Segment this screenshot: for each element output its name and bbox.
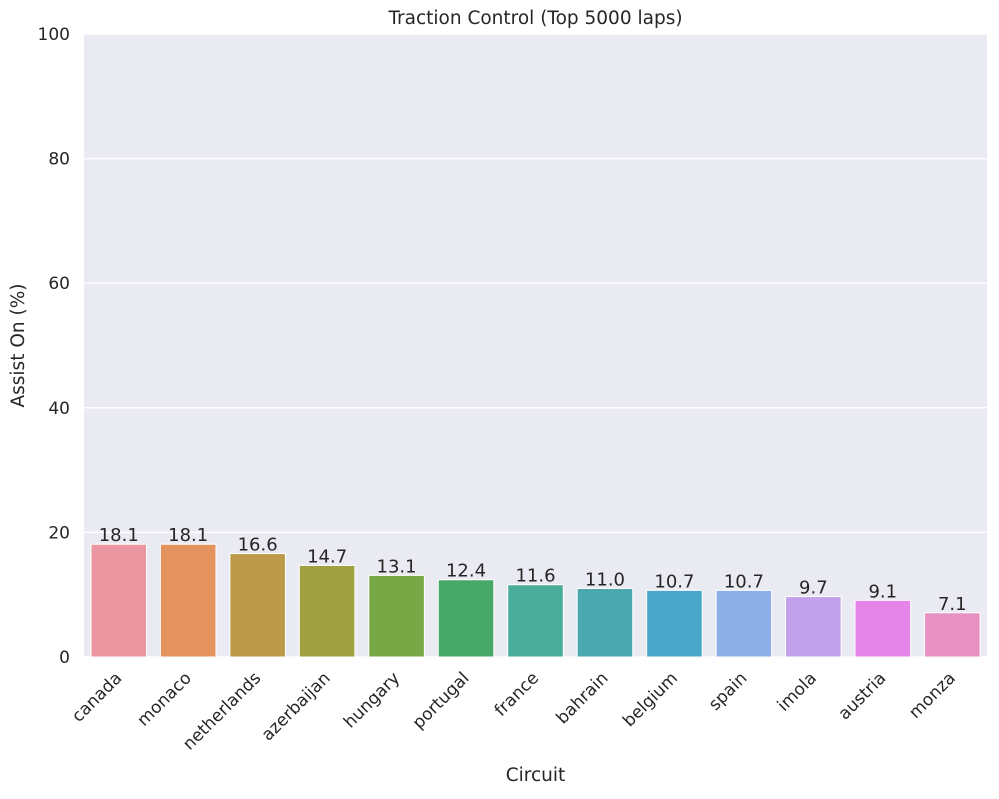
y-tick-label: 20 bbox=[48, 523, 70, 543]
x-tick-label: monaco bbox=[134, 668, 196, 730]
x-tick-label: france bbox=[491, 668, 543, 720]
x-tick-label: spain bbox=[705, 668, 751, 714]
bar-imola bbox=[785, 596, 842, 658]
bar-france bbox=[507, 584, 564, 658]
data-label: 16.6 bbox=[238, 535, 278, 556]
data-label: 12.4 bbox=[446, 561, 486, 582]
data-label: 18.1 bbox=[168, 525, 208, 546]
data-label: 11.0 bbox=[585, 569, 625, 590]
data-label: 14.7 bbox=[307, 546, 347, 567]
y-tick-label: 40 bbox=[48, 399, 70, 419]
y-tick-label: 60 bbox=[48, 274, 70, 294]
x-tick-label: hungary bbox=[340, 668, 404, 732]
data-label: 9.7 bbox=[799, 578, 828, 599]
y-axis-title: Assist On (%) bbox=[8, 283, 29, 407]
y-tick-label: 80 bbox=[48, 150, 70, 170]
bar-netherlands bbox=[229, 553, 286, 658]
x-tick-label: bahrain bbox=[552, 668, 612, 728]
bars bbox=[90, 543, 981, 658]
data-label: 13.1 bbox=[377, 556, 417, 577]
x-tick-label: monza bbox=[905, 668, 960, 723]
data-label: 7.1 bbox=[938, 594, 967, 615]
bar-hungary bbox=[368, 574, 425, 658]
data-label: 9.1 bbox=[868, 581, 897, 602]
chart-title: Traction Control (Top 5000 laps) bbox=[387, 8, 682, 29]
x-tick-label: azerbaijan bbox=[258, 668, 335, 745]
x-axis-title: Circuit bbox=[506, 765, 566, 786]
data-label: 18.1 bbox=[99, 525, 139, 546]
y-tick-label: 0 bbox=[59, 648, 70, 668]
x-tick-label: austria bbox=[835, 668, 891, 724]
bar-belgium bbox=[646, 589, 703, 658]
data-label: 10.7 bbox=[724, 571, 764, 592]
bar-monaco bbox=[159, 543, 217, 658]
bar-bahrain bbox=[576, 587, 634, 658]
bar-monza bbox=[923, 612, 981, 658]
data-label: 11.6 bbox=[515, 566, 555, 587]
bar-spain bbox=[715, 589, 773, 658]
x-tick-label: portugal bbox=[409, 668, 474, 733]
y-axis-ticks: 0 20 40 60 80 100 bbox=[38, 25, 70, 668]
x-tick-label: canada bbox=[68, 668, 126, 726]
data-label: 10.7 bbox=[654, 571, 694, 592]
bar-austria bbox=[854, 599, 912, 658]
bar-canada bbox=[90, 543, 148, 658]
x-tick-label: belgium bbox=[619, 668, 682, 731]
x-tick-label: imola bbox=[774, 668, 821, 715]
bar-azerbaijan bbox=[298, 564, 356, 658]
bar-portugal bbox=[437, 579, 495, 658]
y-tick-label: 100 bbox=[38, 25, 70, 45]
data-labels: 18.1 18.1 16.6 14.7 13.1 12.4 11.6 11.0 10.7 10.7… bbox=[99, 525, 967, 615]
plot-area bbox=[84, 34, 987, 657]
